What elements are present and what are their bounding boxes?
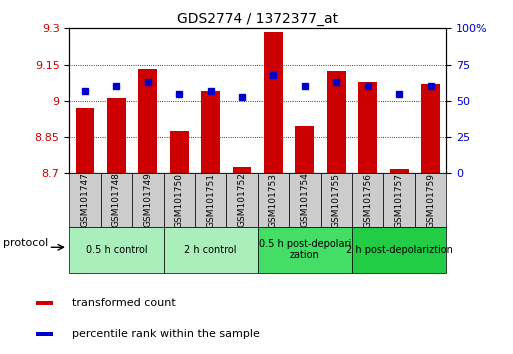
Text: GSM101747: GSM101747 — [81, 172, 89, 228]
Text: percentile rank within the sample: percentile rank within the sample — [72, 329, 260, 339]
Bar — [75, 108, 94, 173]
Bar — [107, 98, 126, 173]
Bar — [36, 332, 53, 336]
Text: 0.5 h control: 0.5 h control — [86, 245, 147, 255]
Bar — [132, 173, 164, 227]
Bar — [201, 91, 220, 173]
Text: transformed count: transformed count — [72, 298, 175, 308]
Text: 2 h post-depolariztion: 2 h post-depolariztion — [346, 245, 452, 255]
Text: GSM101756: GSM101756 — [363, 172, 372, 228]
Text: GSM101750: GSM101750 — [175, 172, 184, 228]
Text: 0.5 h post-depolari
zation: 0.5 h post-depolari zation — [259, 239, 351, 261]
Bar — [258, 227, 352, 273]
Bar — [226, 173, 258, 227]
Title: GDS2774 / 1372377_at: GDS2774 / 1372377_at — [177, 12, 339, 26]
Bar — [101, 173, 132, 227]
Bar — [164, 173, 195, 227]
Bar — [383, 173, 415, 227]
Text: protocol: protocol — [4, 238, 49, 248]
Text: GSM101752: GSM101752 — [238, 172, 247, 228]
Bar — [164, 227, 258, 273]
Bar — [69, 173, 101, 227]
Bar — [295, 126, 314, 173]
Bar — [421, 84, 440, 173]
Text: 2 h control: 2 h control — [184, 245, 237, 255]
Bar — [358, 81, 377, 173]
Bar — [258, 173, 289, 227]
Bar — [390, 169, 408, 173]
Bar — [233, 167, 251, 173]
Bar — [352, 227, 446, 273]
Bar — [415, 173, 446, 227]
Text: GSM101755: GSM101755 — [332, 172, 341, 228]
Text: GSM101754: GSM101754 — [301, 172, 309, 228]
Bar — [170, 131, 189, 173]
Text: GSM101757: GSM101757 — [394, 172, 404, 228]
Text: GSM101751: GSM101751 — [206, 172, 215, 228]
Bar — [321, 173, 352, 227]
Bar — [36, 301, 53, 305]
Text: GSM101749: GSM101749 — [143, 172, 152, 228]
Bar — [69, 227, 164, 273]
Bar — [139, 69, 157, 173]
Text: GSM101753: GSM101753 — [269, 172, 278, 228]
Text: GSM101759: GSM101759 — [426, 172, 435, 228]
Text: GSM101748: GSM101748 — [112, 172, 121, 228]
Bar — [289, 173, 321, 227]
Bar — [264, 32, 283, 173]
Bar — [352, 173, 383, 227]
Bar — [195, 173, 226, 227]
Bar — [327, 71, 346, 173]
